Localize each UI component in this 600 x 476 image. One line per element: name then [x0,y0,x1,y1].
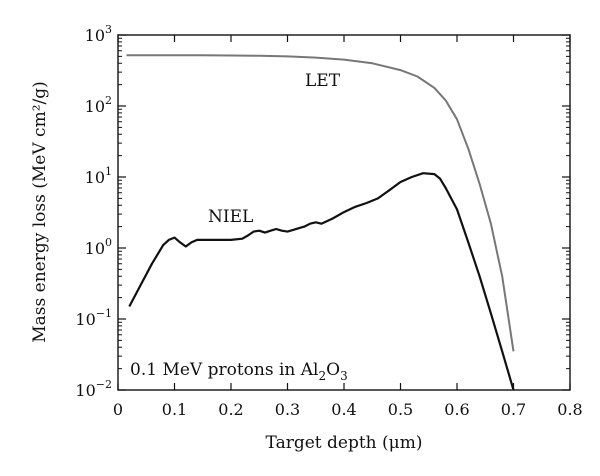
x-tick-label: 0 [113,400,123,419]
y-tick-label: 10−1 [75,307,112,329]
annotation-subscript-2: 2 [318,369,326,383]
x-tick-label: 0.6 [444,400,469,419]
chart-annotation: 0.1 MeV protons in Al2O3 [130,360,348,383]
y-tick-label: 100 [85,236,112,258]
series-line-niel [128,172,515,391]
series-line-let [126,54,515,352]
x-tick-label: 0.7 [501,400,526,419]
y-axis-label: Mass energy loss (MeV cm²/g) [30,81,50,342]
x-tick-label: 0.4 [331,400,356,419]
annotation-subscript-3: 3 [340,369,348,383]
x-tick-label: 0.3 [275,400,300,419]
plot-area [126,54,515,391]
annotation-o: O [326,360,340,380]
series-label-let: LET [305,71,341,91]
y-tick-label: 103 [85,23,112,45]
x-tick-label: 0.5 [388,400,413,419]
x-tick-label: 0.1 [162,400,187,419]
y-tick-label: 102 [85,94,112,116]
x-tick-label: 0.8 [557,400,582,419]
y-axis: 103 102 101 100 10−1 10−2 [75,23,570,400]
series-label-niel: NIEL [208,207,253,227]
y-tick-label: 101 [85,165,112,187]
x-axis: 0 0.1 0.2 0.3 0.4 0.5 0.6 0.7 0.8 [113,35,583,419]
y-tick-label: 10−2 [75,378,112,400]
x-axis-label: Target depth (μm) [266,433,423,453]
x-tick-label: 0.2 [218,400,243,419]
